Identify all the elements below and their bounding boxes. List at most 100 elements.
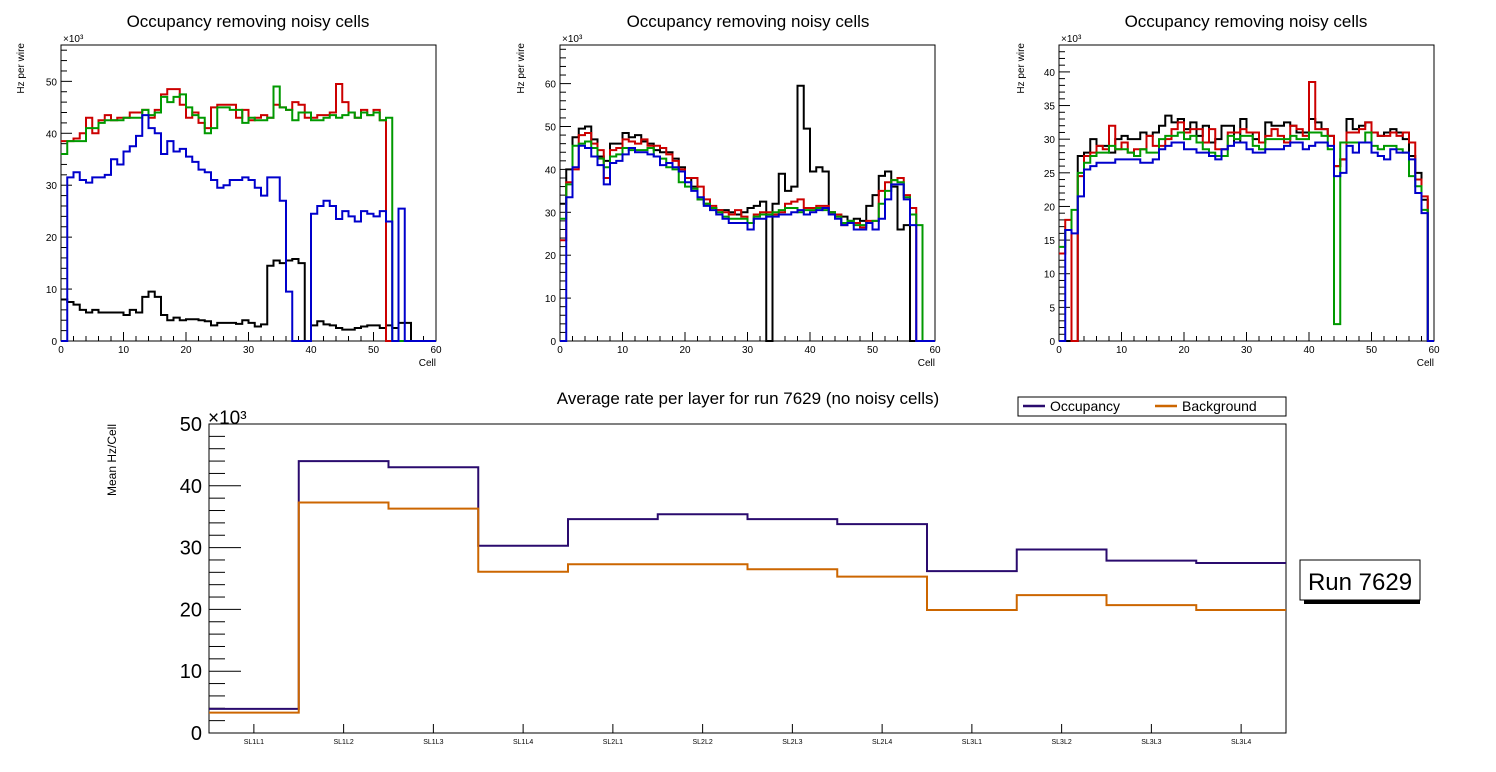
series-background	[209, 501, 1286, 714]
x-tick-label: 0	[1056, 345, 1062, 356]
x-tick-label: 40	[1303, 345, 1315, 356]
category-label: SL2L3	[782, 739, 802, 746]
y-tick-label: 30	[1044, 135, 1056, 146]
histogram-layer-4	[560, 144, 935, 342]
panel-2-title: Occupancy removing noisy cells	[627, 12, 870, 31]
summary-title: Average rate per layer for run 7629 (no …	[557, 389, 939, 408]
run-box-shadow	[1304, 600, 1420, 604]
run-annotation: Run 7629	[1299, 559, 1421, 604]
panel-2-x-label: Cell	[918, 358, 935, 369]
panel-1-y-multiplier: ×10³	[63, 34, 84, 45]
category-label: SL2L2	[693, 739, 713, 746]
histogram-layer-4	[1059, 141, 1434, 342]
histogram-layer-1	[61, 257, 436, 342]
histogram-layer-4	[61, 114, 436, 342]
histogram-layer-1	[560, 84, 935, 342]
occupancy-panel-1: Occupancy removing noisy cells ×10³ Hz p…	[16, 12, 442, 369]
summary-y-tick-label: 40	[180, 476, 202, 498]
x-tick-label: 40	[305, 345, 317, 356]
x-tick-label: 10	[617, 345, 629, 356]
y-tick-label: 10	[1044, 270, 1056, 281]
category-label: SL3L3	[1141, 739, 1161, 746]
x-tick-label: 20	[180, 345, 192, 356]
y-tick-label: 40	[1044, 68, 1056, 79]
series-occupancy	[209, 460, 1286, 710]
y-tick-label: 25	[1044, 169, 1056, 180]
summary-frame	[208, 423, 1287, 734]
category-label: SL3L2	[1052, 739, 1072, 746]
y-tick-label: 10	[46, 285, 58, 296]
occupancy-panel-2: Occupancy removing noisy cells ×10³ Hz p…	[516, 12, 941, 369]
x-tick-label: 60	[929, 345, 941, 356]
y-tick-label: 35	[1044, 102, 1056, 113]
histogram-layer-3	[560, 140, 935, 342]
y-tick-label: 50	[46, 77, 58, 88]
x-tick-label: 20	[1178, 345, 1190, 356]
y-tick-label: 30	[46, 181, 58, 192]
x-tick-label: 0	[557, 345, 563, 356]
summary-y-tick-label: 50	[180, 414, 202, 436]
y-tick-label: 5	[1049, 303, 1055, 314]
category-label: SL2L1	[603, 739, 623, 746]
x-tick-label: 30	[243, 345, 255, 356]
category-label: SL1L1	[244, 739, 264, 746]
category-label: SL1L3	[423, 739, 443, 746]
panel-1-title: Occupancy removing noisy cells	[127, 12, 370, 31]
panel-1-y-label: Hz per wire	[16, 43, 27, 94]
category-label: SL1L4	[513, 739, 533, 746]
x-tick-label: 0	[58, 345, 64, 356]
x-tick-label: 20	[679, 345, 691, 356]
x-tick-label: 60	[430, 345, 442, 356]
legend-label-occupancy: Occupancy	[1050, 398, 1120, 414]
y-tick-label: 15	[1044, 236, 1056, 247]
y-tick-label: 0	[550, 337, 556, 348]
x-tick-label: 50	[1366, 345, 1378, 356]
x-tick-label: 60	[1428, 345, 1440, 356]
histogram-layer-2	[560, 131, 935, 342]
category-label: SL3L1	[962, 739, 982, 746]
category-label: SL3L4	[1231, 739, 1251, 746]
y-tick-label: 30	[545, 208, 557, 219]
x-tick-label: 30	[1241, 345, 1253, 356]
y-tick-label: 60	[545, 80, 557, 91]
y-tick-label: 50	[545, 123, 557, 134]
y-tick-label: 20	[1044, 202, 1056, 213]
legend-label-background: Background	[1182, 398, 1257, 414]
summary-y-tick-label: 20	[180, 599, 202, 621]
y-tick-label: 0	[51, 337, 57, 348]
y-tick-label: 40	[545, 165, 557, 176]
summary-y-multiplier: ×10³	[208, 408, 247, 429]
histogram-layer-3	[61, 85, 436, 342]
panel-3-y-label: Hz per wire	[1016, 43, 1027, 94]
panel-1-x-label: Cell	[419, 358, 436, 369]
panel-3-x-label: Cell	[1417, 358, 1434, 369]
legend: Occupancy Background	[1017, 396, 1287, 417]
y-tick-label: 0	[1049, 337, 1055, 348]
occupancy-panel-3: Occupancy removing noisy cells ×10³ Hz p…	[1016, 12, 1440, 369]
x-tick-label: 50	[368, 345, 380, 356]
x-tick-label: 40	[804, 345, 816, 356]
plot-frame	[1058, 44, 1435, 342]
y-tick-label: 10	[545, 294, 557, 305]
panel-3-title: Occupancy removing noisy cells	[1125, 12, 1368, 31]
run-box	[1299, 559, 1421, 601]
summary-y-tick-label: 0	[191, 723, 202, 745]
x-tick-label: 10	[1116, 345, 1128, 356]
average-rate-panel: Average rate per layer for run 7629 (no …	[105, 389, 1421, 746]
histogram-layer-3	[1059, 131, 1434, 342]
x-tick-label: 50	[867, 345, 879, 356]
plot-frame	[60, 44, 437, 342]
run-label: Run 7629	[1308, 569, 1412, 596]
panel-2-y-multiplier: ×10³	[562, 34, 583, 45]
category-label: SL2L4	[872, 739, 892, 746]
category-label: SL1L2	[334, 739, 354, 746]
panel-2-y-label: Hz per wire	[516, 43, 527, 94]
summary-y-tick-label: 10	[180, 661, 202, 683]
y-tick-label: 20	[545, 251, 557, 262]
y-tick-label: 40	[46, 129, 58, 140]
panel-3-y-multiplier: ×10³	[1061, 34, 1082, 45]
x-tick-label: 30	[742, 345, 754, 356]
legend-box	[1017, 396, 1287, 417]
summary-y-label: Mean Hz/Cell	[105, 424, 119, 496]
